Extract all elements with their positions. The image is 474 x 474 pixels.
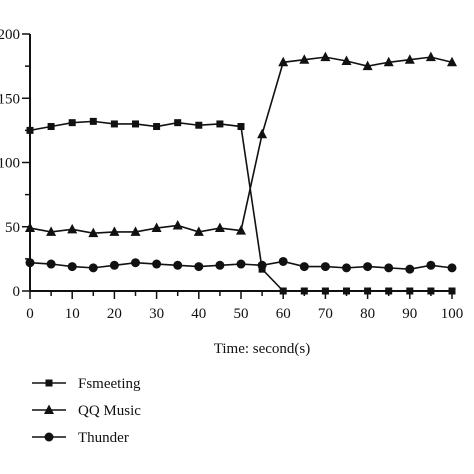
data-point-qq-music xyxy=(404,54,415,64)
data-point-thunder xyxy=(426,260,436,270)
plot-area xyxy=(25,51,457,295)
x-tick-label: 80 xyxy=(360,306,375,322)
data-point-thunder xyxy=(88,263,98,273)
data-point-thunder xyxy=(299,262,309,272)
data-point-fsmeeting xyxy=(216,120,224,128)
data-point-thunder xyxy=(215,260,225,270)
data-point-qq-music xyxy=(447,56,457,67)
data-point-qq-music xyxy=(257,128,268,139)
data-point-thunder xyxy=(46,259,56,269)
data-point-fsmeeting xyxy=(237,123,245,131)
data-point-qq-music xyxy=(214,222,225,233)
legend-item-thunder: Thunder xyxy=(32,430,129,446)
series-line-qq-music xyxy=(29,56,453,234)
legend-label: Thunder xyxy=(78,430,129,446)
data-point-thunder xyxy=(278,256,288,266)
data-point-qq-music xyxy=(425,51,436,62)
data-point-fsmeeting xyxy=(89,117,97,125)
data-point-thunder xyxy=(173,260,183,270)
data-point-qq-music xyxy=(46,226,57,236)
data-point-fsmeeting xyxy=(68,119,76,127)
data-point-qq-music xyxy=(88,227,99,238)
x-tick-label: 50 xyxy=(234,306,249,322)
data-point-thunder xyxy=(384,263,394,273)
x-tick-label: 90 xyxy=(402,306,417,322)
data-point-fsmeeting xyxy=(47,123,55,131)
data-point-fsmeeting xyxy=(110,120,118,128)
data-point-qq-music xyxy=(383,56,394,67)
legend-item-fsmeeting: Fsmeeting xyxy=(32,376,141,392)
data-point-fsmeeting xyxy=(132,120,139,128)
y-tick-label: 50 xyxy=(5,220,20,236)
data-point-qq-music xyxy=(320,51,331,62)
y-tick-label: 200 xyxy=(0,27,20,43)
x-tick-label: 0 xyxy=(26,306,34,322)
y-tick-label: 150 xyxy=(0,91,20,107)
data-point-qq-music xyxy=(109,226,120,236)
legend-label: Fsmeeting xyxy=(78,376,141,392)
data-point-qq-music xyxy=(67,223,78,234)
data-point-qq-music xyxy=(278,56,289,67)
y-tick-label: 100 xyxy=(0,156,20,172)
data-point-qq-music xyxy=(130,226,141,236)
x-tick-label: 40 xyxy=(191,306,206,322)
y-tick-label: 0 xyxy=(13,284,21,300)
data-point-qq-music xyxy=(236,225,246,235)
data-point-thunder xyxy=(109,260,119,270)
data-point-fsmeeting xyxy=(174,119,182,127)
data-point-qq-music xyxy=(193,226,204,236)
x-tick-label: 100 xyxy=(441,306,464,322)
data-point-thunder xyxy=(342,263,351,273)
data-point-fsmeeting xyxy=(195,121,203,129)
data-point-thunder xyxy=(363,262,373,272)
data-point-qq-music xyxy=(362,60,373,71)
data-point-thunder xyxy=(447,263,457,273)
series-thunder xyxy=(25,256,457,274)
data-point-thunder xyxy=(194,262,204,272)
data-point-qq-music xyxy=(172,219,183,230)
data-point-qq-music xyxy=(151,222,162,233)
axes: 0 10 20 30 40 50 60 70 80 90 100 0 50 100 150 200 xyxy=(0,27,463,322)
x-tick-label: 20 xyxy=(107,306,122,322)
legend-marker xyxy=(44,404,54,414)
legend-item-qq-music: QQ Music xyxy=(32,403,141,419)
x-tick-label: 10 xyxy=(65,306,80,322)
data-point-thunder xyxy=(257,260,267,270)
x-tick-label: 30 xyxy=(149,306,164,322)
data-point-thunder xyxy=(131,258,140,268)
data-point-thunder xyxy=(320,262,330,272)
legend-marker xyxy=(45,379,53,387)
data-point-thunder xyxy=(236,259,246,269)
x-tick-label: 70 xyxy=(318,306,333,322)
legend-label: QQ Music xyxy=(78,403,141,419)
data-point-thunder xyxy=(67,262,77,272)
data-point-thunder xyxy=(152,259,162,269)
data-point-qq-music xyxy=(341,55,352,65)
data-point-thunder xyxy=(405,264,415,274)
x-axis-label: Time: second(s) xyxy=(214,341,311,357)
data-point-qq-music xyxy=(299,54,310,64)
legend: Fsmeeting QQ Music Thunder xyxy=(32,376,141,446)
data-point-fsmeeting xyxy=(153,123,161,131)
series-qq-music xyxy=(25,51,457,238)
legend-marker xyxy=(44,432,54,442)
x-tick-label: 60 xyxy=(276,306,291,322)
